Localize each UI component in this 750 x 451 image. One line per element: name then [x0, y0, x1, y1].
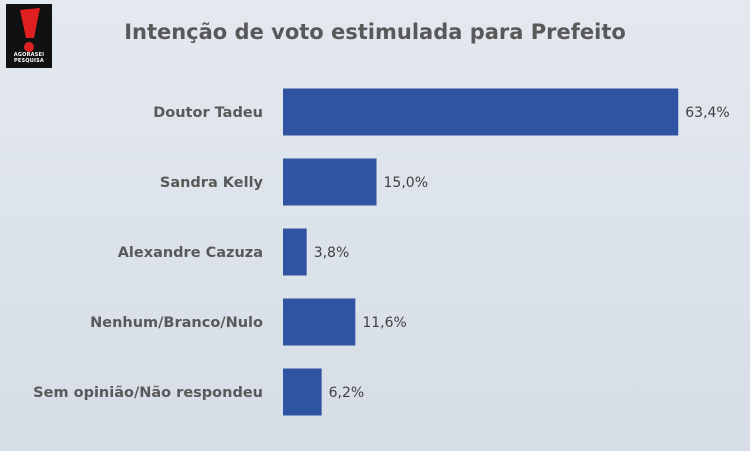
value-label: 11,6%	[362, 315, 406, 331]
value-label: 6,2%	[329, 385, 365, 401]
bar	[283, 158, 377, 206]
category-label: Sem opinião/Não respondeu	[33, 385, 263, 401]
bar	[283, 368, 322, 416]
logo-text: AGORASEI PESQUISA	[13, 52, 45, 64]
category-label: Nenhum/Branco/Nulo	[90, 315, 263, 331]
category-label: Sandra Kelly	[160, 175, 264, 191]
value-label: 63,4%	[685, 105, 729, 121]
agorasei-logo	[6, 4, 52, 68]
value-label: 3,8%	[314, 245, 350, 261]
bar	[283, 298, 356, 346]
bar	[283, 88, 679, 136]
value-label: 15,0%	[384, 175, 428, 191]
chart-title: Intenção de voto estimulada para Prefeit…	[124, 20, 626, 44]
category-label: Alexandre Cazuza	[118, 245, 263, 261]
bar	[283, 228, 307, 276]
category-label: Doutor Tadeu	[153, 105, 263, 121]
